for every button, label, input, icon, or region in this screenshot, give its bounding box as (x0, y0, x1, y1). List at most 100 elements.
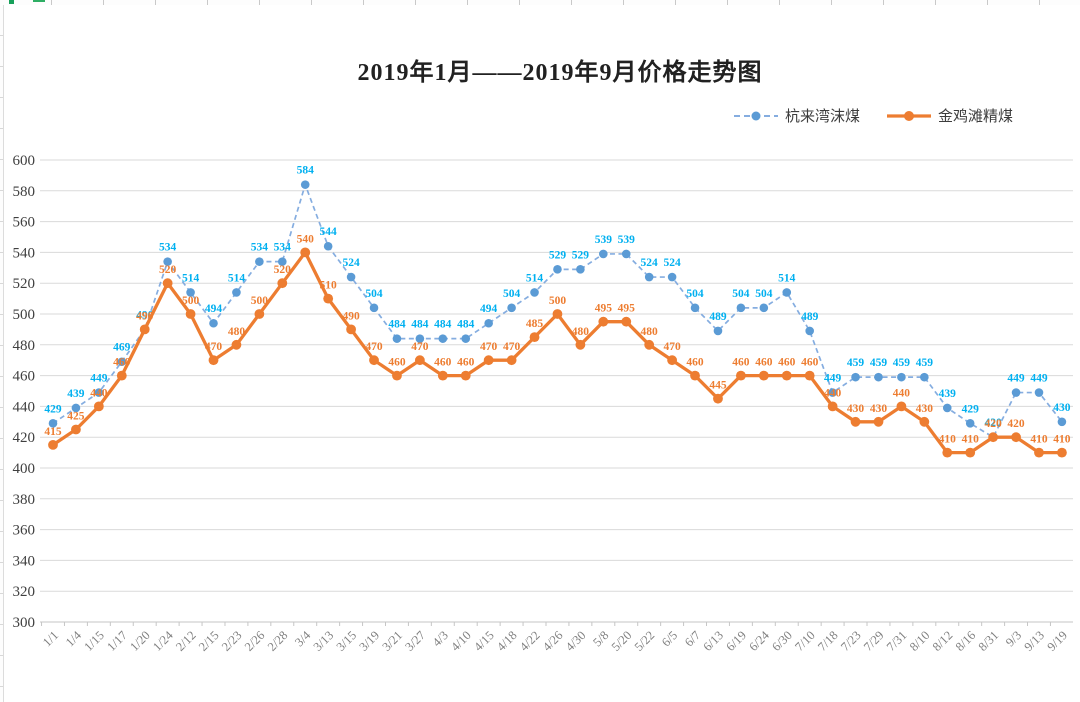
data-point (438, 334, 448, 343)
data-point (690, 370, 700, 381)
x-tick-label: 3/13 (311, 628, 337, 654)
data-label: 504 (732, 288, 750, 300)
data-point (599, 249, 608, 259)
x-tick-label: 4/26 (540, 628, 566, 654)
data-label: 529 (549, 249, 567, 261)
data-point (736, 370, 746, 381)
data-point (369, 355, 379, 366)
data-point (553, 265, 562, 274)
y-tick-label: 600 (13, 153, 36, 169)
data-label: 430 (1053, 402, 1071, 414)
legend-label: 杭来湾沫煤 (785, 109, 861, 125)
data-label: 449 (824, 373, 842, 385)
x-tick-label: 6/19 (723, 628, 749, 654)
y-tick-label: 580 (13, 184, 36, 200)
data-point (162, 278, 173, 289)
x-tick-label: 6/7 (682, 628, 703, 649)
data-point (644, 339, 655, 350)
data-point (93, 401, 104, 412)
data-label: 489 (709, 311, 727, 323)
data-point (850, 416, 861, 427)
data-point (919, 416, 930, 427)
data-point (300, 247, 311, 258)
y-tick-label: 480 (13, 338, 36, 354)
data-label: 534 (251, 242, 269, 254)
data-label: 460 (434, 357, 452, 369)
data-label: 415 (44, 426, 62, 438)
data-label: 470 (365, 341, 383, 353)
data-label: 495 (595, 303, 613, 315)
x-tick-label: 9/19 (1044, 628, 1070, 654)
data-point (392, 370, 402, 381)
data-label: 520 (159, 264, 177, 276)
data-point (323, 241, 333, 251)
data-label: 510 (320, 280, 338, 292)
data-label: 459 (870, 357, 888, 369)
data-point (278, 257, 287, 266)
data-point (690, 303, 700, 313)
legend-item-jinjitan[interactable]: 金鸡滩精煤 (886, 105, 1013, 126)
data-label: 504 (755, 288, 773, 300)
data-point (117, 357, 127, 367)
x-tick-label: 4/30 (563, 628, 589, 654)
data-point (414, 355, 425, 366)
x-tick-label: 3/4 (292, 628, 314, 650)
data-label: 425 (67, 411, 85, 423)
data-point (897, 372, 906, 382)
data-label: 484 (388, 319, 406, 331)
data-point (255, 257, 264, 266)
chart-object[interactable] (3, 5, 1080, 702)
chart-legend: 杭来湾沫煤 金鸡滩精煤 (733, 105, 1013, 126)
data-label: 439 (67, 388, 85, 400)
x-tick-label: 5/8 (590, 628, 611, 649)
data-label: 500 (549, 295, 567, 307)
data-label: 480 (641, 326, 659, 338)
x-tick-label: 8/12 (930, 628, 956, 654)
data-label: 494 (205, 303, 223, 315)
x-tick-label: 1/20 (127, 628, 153, 654)
data-point (186, 288, 195, 297)
data-point (896, 401, 907, 412)
data-point (667, 355, 678, 366)
data-point (300, 180, 310, 189)
legend-item-hanglaiwan[interactable]: 杭来湾沫煤 (733, 105, 860, 126)
data-point (163, 257, 172, 266)
data-point (346, 272, 356, 282)
data-label: 449 (90, 373, 108, 385)
data-point (209, 318, 218, 328)
y-tick-label: 420 (13, 430, 36, 446)
data-label: 420 (985, 418, 1003, 430)
data-label: 470 (480, 341, 498, 353)
data-label: 524 (641, 257, 659, 269)
y-tick-label: 560 (13, 215, 36, 231)
data-point (1011, 388, 1021, 397)
data-point (782, 288, 792, 297)
x-tick-label: 9/13 (1021, 628, 1047, 654)
data-label: 489 (801, 311, 819, 323)
data-label: 534 (274, 242, 292, 254)
data-label: 460 (113, 357, 131, 369)
selection-accent-mark (9, 0, 14, 4)
data-point (460, 370, 471, 381)
data-point (530, 288, 539, 297)
data-point (1057, 447, 1067, 458)
data-point (598, 316, 609, 327)
data-label: 500 (182, 295, 200, 307)
x-tick-label: 4/15 (471, 628, 497, 654)
x-tick-label: 4/18 (494, 628, 520, 654)
series-hanglaiwan: 429 439 449 469 490 534 514 494 514 534 534 584 544 5… (44, 165, 1071, 442)
x-tick-label: 4/22 (517, 628, 543, 654)
data-point (484, 318, 493, 328)
data-label: 514 (182, 272, 200, 284)
data-label: 485 (526, 318, 544, 330)
data-point (461, 334, 471, 343)
data-point (392, 334, 402, 343)
data-label: 460 (755, 357, 773, 369)
data-label: 470 (205, 341, 223, 353)
data-point (942, 447, 953, 458)
data-point (437, 370, 448, 381)
x-tick-label: 9/3 (1003, 628, 1024, 649)
data-label: 410 (1030, 434, 1048, 446)
data-point (483, 355, 494, 366)
data-label: 449 (1007, 373, 1025, 385)
